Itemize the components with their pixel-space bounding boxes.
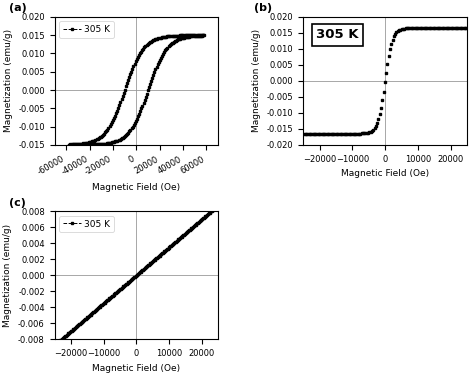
Text: (c): (c) <box>9 198 26 207</box>
Text: 305 K: 305 K <box>316 28 359 41</box>
Text: (b): (b) <box>254 3 272 13</box>
X-axis label: Magnetic Field (Oe): Magnetic Field (Oe) <box>92 183 181 192</box>
Text: (a): (a) <box>9 3 27 13</box>
Y-axis label: Magnetization (emu/g): Magnetization (emu/g) <box>252 29 261 132</box>
X-axis label: Magnetic Field (Oe): Magnetic Field (Oe) <box>92 364 181 373</box>
Legend: 305 K: 305 K <box>59 216 114 232</box>
X-axis label: Magnetic Field (Oe): Magnetic Field (Oe) <box>341 169 429 178</box>
Y-axis label: Magnetization (emu/g): Magnetization (emu/g) <box>3 224 12 327</box>
Y-axis label: Magnetization (emu/g): Magnetization (emu/g) <box>4 29 13 132</box>
Legend: 305 K: 305 K <box>59 21 114 38</box>
